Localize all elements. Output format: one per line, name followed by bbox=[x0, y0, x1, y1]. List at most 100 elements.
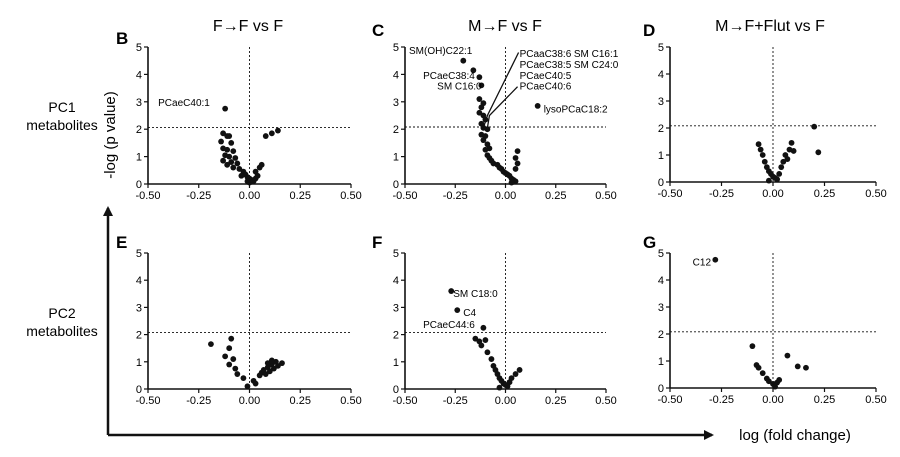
panel-d-data-point bbox=[780, 158, 787, 165]
panel-c-data-point bbox=[476, 74, 483, 81]
panel-g-data-point bbox=[772, 383, 778, 390]
panel-c-x-tick-label: 0.00 bbox=[495, 190, 516, 202]
panel-g-data-point bbox=[712, 256, 719, 263]
panel-c-x-tick-label: 0.25 bbox=[545, 190, 566, 202]
panel-e-x-tick-label: -0.25 bbox=[186, 395, 211, 407]
panel-f-data-point bbox=[508, 375, 515, 382]
panel-c-data-point bbox=[484, 126, 491, 133]
panel-b-data-point bbox=[224, 161, 231, 168]
panel-d-data-point bbox=[815, 149, 822, 156]
panel-d-y-tick-label: 5 bbox=[658, 42, 664, 54]
panel-b-y-tick-label: 1 bbox=[136, 152, 142, 164]
panel-d-data-point bbox=[759, 152, 766, 158]
row-label-pc1: PC1 bbox=[48, 99, 75, 115]
panel-c-data-point bbox=[514, 160, 521, 167]
panel-c-annotation: PCaaC38:6 bbox=[520, 49, 572, 60]
panel-g-data-point bbox=[765, 378, 772, 385]
panel-f-y-tick-label: 2 bbox=[393, 330, 399, 342]
panel-e-letter: E bbox=[116, 233, 127, 252]
panel-b-y-tick-label: 5 bbox=[136, 42, 142, 54]
panel-c-annotation: SM C24:0 bbox=[574, 60, 619, 71]
panel-f-y-tick-label: 4 bbox=[393, 275, 399, 287]
panel-d-data-point bbox=[788, 139, 795, 146]
panel-b-data-point bbox=[226, 133, 233, 139]
panel-f-y-tick-label: 0 bbox=[393, 384, 399, 396]
panel-e-data-point bbox=[266, 368, 273, 375]
panel-b-y-tick-label: 0 bbox=[136, 179, 142, 191]
panel-d-title: M→F+Flut vs F bbox=[715, 18, 825, 35]
panel-f-data-point bbox=[478, 342, 485, 349]
panel-c-annotation: SM(OH)C22:1 bbox=[409, 46, 473, 57]
panel-c-y-tick-label: 2 bbox=[393, 124, 399, 136]
panel-e-data-point bbox=[252, 380, 259, 387]
panel-e-y-tick-label: 3 bbox=[136, 302, 142, 314]
panel-e-data-point bbox=[244, 383, 251, 390]
panel-b-data-point bbox=[252, 168, 259, 175]
panel-b-data-point bbox=[262, 133, 269, 139]
panel-c-data-point bbox=[480, 137, 487, 144]
panel-c-y-tick-label: 4 bbox=[393, 69, 399, 81]
panel-d-x-tick-label: 0.00 bbox=[762, 188, 783, 200]
panel-c-annotation: SM C16:0 bbox=[437, 82, 482, 93]
panel-d: D M→F+Flut vs F 0 1 2 3 4 5 -0.50 -0.25 0.00 0.25 0.… bbox=[643, 18, 887, 200]
panel-b-y-tick-label: 3 bbox=[136, 97, 142, 109]
row-label-pc1-sub: metabolites bbox=[26, 117, 98, 133]
panel-g-y-tick-label: 3 bbox=[658, 302, 664, 314]
panel-f-annotation: SM C18:0 bbox=[453, 289, 498, 300]
panel-b-letter: B bbox=[116, 29, 128, 48]
panel-g: G 0 1 2 3 4 5 -0.50 -0.25 0.00 0.25 0.50 C12 bbox=[643, 233, 887, 406]
panel-c-x-tick-label: -0.25 bbox=[443, 190, 468, 202]
panel-e-data-point bbox=[279, 360, 285, 367]
panel-c-data-point bbox=[478, 104, 485, 111]
panel-b-data-point bbox=[234, 160, 241, 167]
panel-d-y-tick-label: 0 bbox=[658, 177, 664, 189]
panel-c-data-point bbox=[514, 148, 521, 155]
panel-c-y-tick-label: 3 bbox=[393, 97, 399, 109]
panel-c-annotation: PCaeC38:4 bbox=[423, 71, 475, 82]
panel-g-data-point bbox=[755, 364, 762, 371]
panel-c-y-tick-label: 1 bbox=[393, 152, 399, 164]
panel-c-y-tick-label: 0 bbox=[393, 179, 399, 191]
panel-d-y-tick-label: 4 bbox=[658, 69, 664, 81]
panel-d-data-point bbox=[790, 148, 797, 154]
panel-g-x-tick-label: 0.00 bbox=[762, 394, 783, 406]
panel-d-data-point bbox=[757, 146, 764, 153]
panel-c-leader-line bbox=[482, 52, 520, 129]
panel-d-x-tick-label: 0.25 bbox=[814, 188, 835, 200]
panel-g-y-tick-label: 0 bbox=[658, 383, 664, 395]
panel-e-data-point bbox=[232, 365, 239, 372]
panel-g-x-tick-label: -0.50 bbox=[657, 394, 682, 406]
panel-f-y-tick-label: 1 bbox=[393, 357, 399, 369]
panel-e-x-tick-label: -0.50 bbox=[135, 395, 160, 407]
panel-c-annotation: SM C16:1 bbox=[574, 49, 619, 60]
panel-g-x-tick-label: 0.50 bbox=[865, 394, 886, 406]
panel-f-annotation: C4 bbox=[463, 308, 476, 319]
panel-d-x-tick-label: 0.50 bbox=[865, 188, 886, 200]
panel-e-data-point bbox=[226, 361, 233, 368]
panel-e-data-point bbox=[226, 345, 233, 352]
panel-f-x-tick-label: 0.00 bbox=[495, 395, 516, 407]
panel-b-data-point bbox=[226, 153, 233, 160]
panel-f-y-tick-label: 3 bbox=[393, 302, 399, 314]
panel-f-y-tick-label: 5 bbox=[393, 248, 399, 260]
panel-d-data-point bbox=[765, 177, 772, 184]
panel-c-data-point bbox=[482, 146, 489, 153]
panel-c-data-point bbox=[470, 67, 477, 74]
panel-c-data-point bbox=[476, 96, 483, 102]
panel-b-y-tick-label: 2 bbox=[136, 124, 142, 136]
panel-d-x-tick-label: -0.25 bbox=[709, 188, 734, 200]
row-label-pc2-sub: metabolites bbox=[26, 323, 98, 339]
panel-c-data-point bbox=[460, 57, 467, 64]
panel-e: E 0 1 2 3 4 5 -0.50 -0.25 0.00 0.25 0.50 bbox=[116, 233, 362, 407]
panel-c-leader-line bbox=[486, 86, 519, 128]
panel-b-annotation: PCaeC40:1 bbox=[158, 98, 210, 109]
panel-g-data-point bbox=[749, 343, 756, 350]
panel-f-data-point bbox=[480, 324, 487, 331]
panel-g-data-point bbox=[794, 363, 801, 370]
panel-e-data-point bbox=[222, 353, 229, 360]
panel-d-data-point bbox=[811, 123, 818, 130]
panel-d-data-point bbox=[778, 164, 785, 171]
panel-c-y-tick-label: 5 bbox=[393, 42, 399, 54]
panel-b-data-point bbox=[220, 157, 227, 164]
